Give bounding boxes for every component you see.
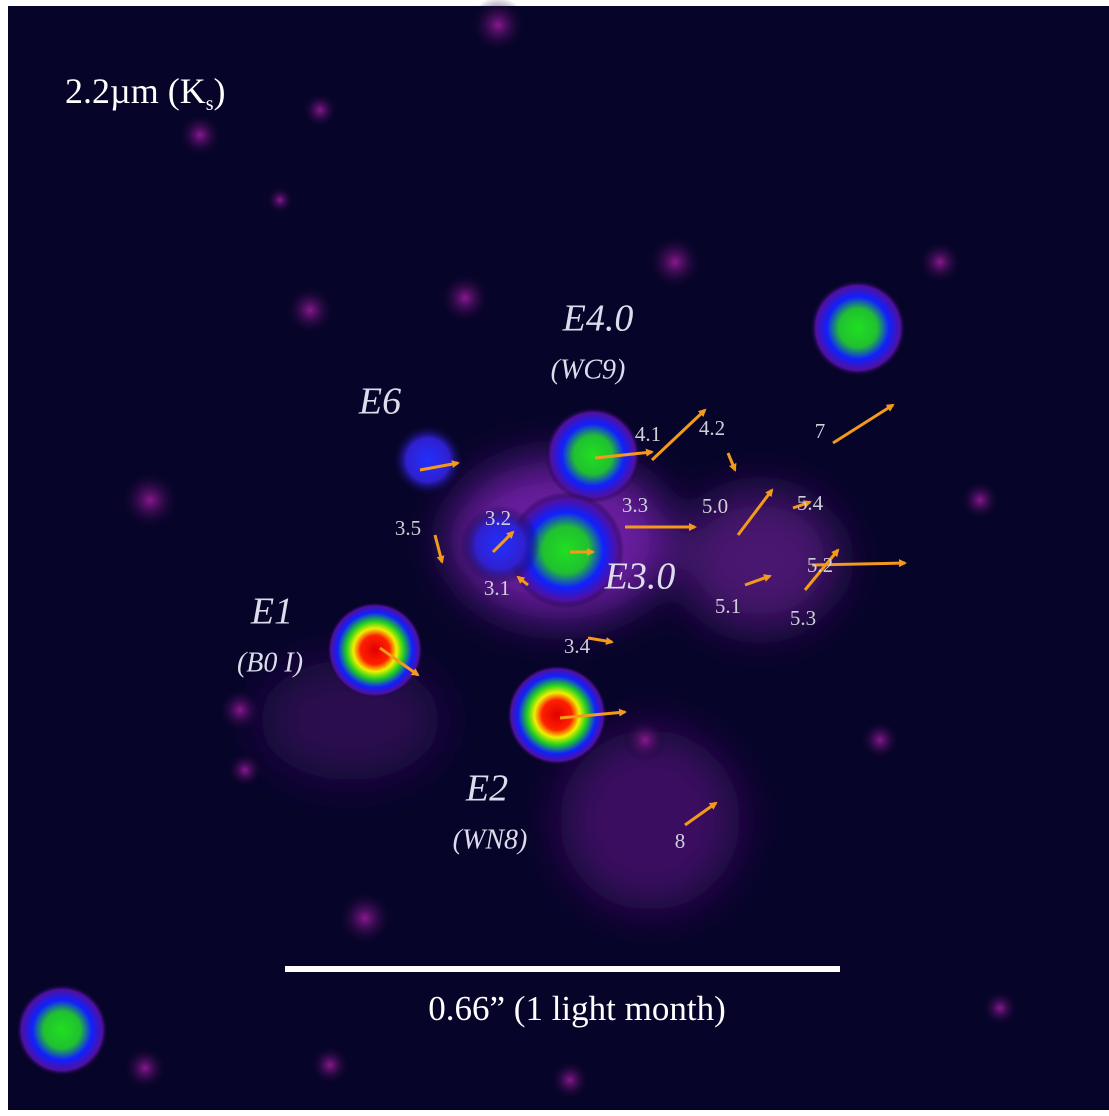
source-label: 5.0 — [702, 494, 728, 518]
star-glow — [327, 602, 423, 698]
band-label: 2.2µm (Ks) — [65, 71, 226, 114]
faint-source — [982, 990, 1018, 1026]
faint-source — [960, 480, 1000, 520]
faint-source — [310, 1045, 350, 1085]
faint-source — [218, 688, 262, 732]
source-label: 5.1 — [715, 594, 741, 618]
scale-bar-label: 0.66” (1 light month) — [428, 989, 725, 1028]
page: 2.2µm (Ks) 0.66” (1 light month) E4.0 (WC… — [0, 0, 1109, 1116]
faint-source — [266, 186, 294, 214]
faint-source — [860, 720, 900, 760]
star-name: E2 — [465, 768, 508, 810]
star-name: E3.0 — [604, 556, 676, 598]
faint-source — [120, 470, 180, 530]
star-name: E6 — [358, 381, 401, 423]
faint-source — [227, 752, 263, 788]
source-label: 3.5 — [395, 516, 421, 540]
star-name: E4.0 — [562, 298, 634, 340]
source-label: 8 — [675, 829, 686, 853]
source-label: 3.4 — [564, 634, 591, 658]
faint-source — [123, 1046, 167, 1090]
source-label: 7 — [815, 419, 826, 443]
band-close: ) — [214, 71, 226, 111]
faint-source — [439, 272, 491, 324]
faint-source — [285, 285, 335, 335]
faint-source — [623, 718, 667, 762]
source-label: 5.2 — [807, 553, 833, 577]
spectral-type: (WN8) — [453, 824, 528, 855]
source-label: 3.3 — [622, 493, 648, 517]
star-glow — [810, 280, 906, 376]
band-text: 2.2µm (K — [65, 71, 206, 111]
faint-source — [178, 113, 222, 157]
faint-source — [302, 92, 338, 128]
faint-source — [337, 890, 393, 946]
star-glow — [392, 424, 464, 496]
spectral-type: (WC9) — [551, 354, 626, 385]
star-name: E1 — [250, 591, 293, 633]
source-label: 3.2 — [485, 506, 511, 530]
source-label: 5.3 — [790, 606, 816, 630]
faint-source — [918, 240, 962, 284]
star-glow — [16, 984, 108, 1076]
source-label: 4.2 — [699, 416, 725, 440]
image: 2.2µm (Ks) 0.66” (1 light month) E4.0 (WC… — [0, 0, 1109, 1116]
spectral-type: (B0 I) — [237, 647, 303, 678]
source-label: 4.1 — [635, 422, 661, 446]
source-label: 3.1 — [484, 576, 510, 600]
source-label: 5.4 — [797, 491, 824, 515]
band-subscript: s — [206, 93, 214, 115]
faint-source — [550, 1060, 590, 1100]
faint-source — [647, 234, 703, 290]
